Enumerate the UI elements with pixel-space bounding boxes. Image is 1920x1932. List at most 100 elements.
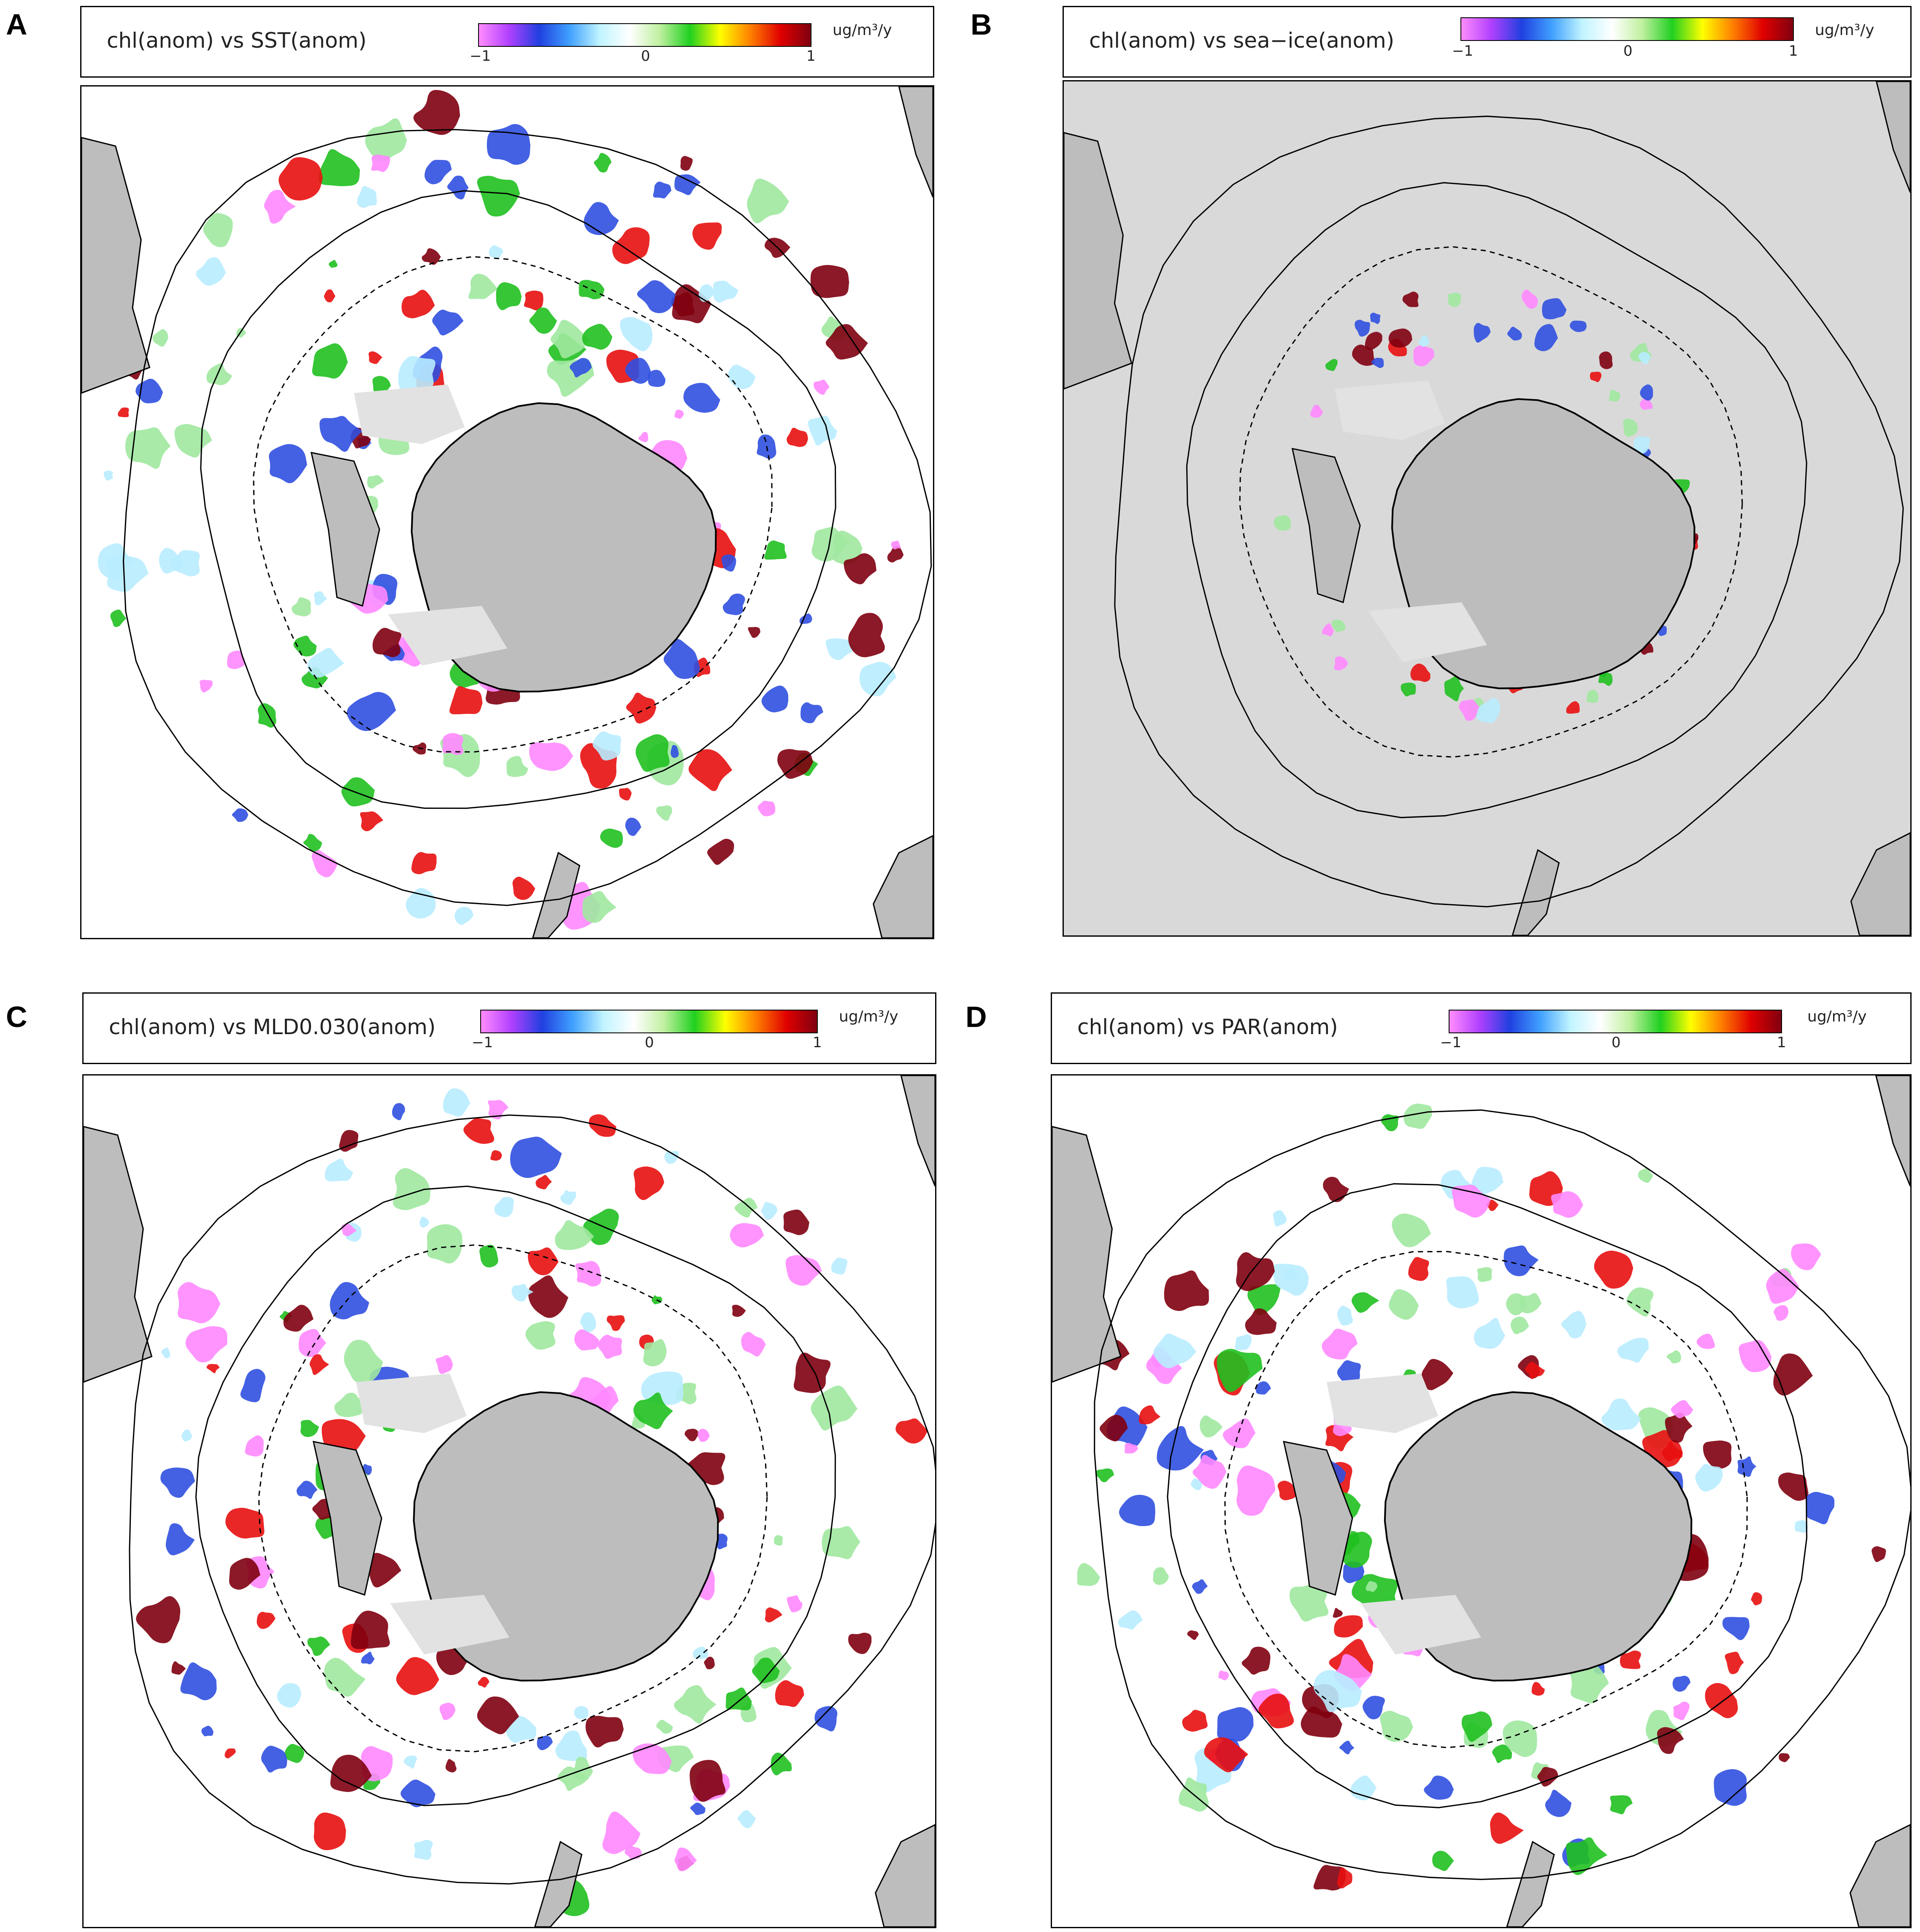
anomaly-patch bbox=[277, 1683, 302, 1708]
anomaly-patch bbox=[344, 1340, 383, 1384]
anomaly-patch bbox=[688, 749, 733, 791]
anomaly-patch bbox=[1100, 1415, 1128, 1442]
anomaly-patch bbox=[574, 1329, 600, 1351]
anomaly-patch bbox=[341, 1224, 357, 1236]
colorbar-units: ug/m³/y bbox=[833, 22, 892, 39]
anomaly-patch bbox=[314, 1812, 346, 1851]
anomaly-patch bbox=[1640, 384, 1653, 401]
anomaly-patch bbox=[264, 190, 296, 224]
colorbar bbox=[1460, 17, 1794, 41]
anomaly-patch bbox=[330, 1282, 370, 1320]
anomaly-patch bbox=[511, 1283, 534, 1302]
anomaly-patch bbox=[1561, 1311, 1587, 1339]
anomaly-patch bbox=[1545, 1789, 1572, 1817]
anomaly-patch bbox=[1444, 675, 1464, 702]
anomaly-patch bbox=[1633, 436, 1650, 454]
anomaly-patch bbox=[592, 731, 621, 761]
colorbar bbox=[480, 1010, 818, 1033]
weddell-ice-shelf bbox=[354, 384, 465, 444]
anomaly-patch bbox=[178, 1282, 221, 1324]
anomaly-patch bbox=[808, 416, 837, 446]
panel-letter: B bbox=[971, 8, 992, 41]
weddell-ice-shelf bbox=[1334, 380, 1445, 440]
anomaly-patch bbox=[411, 852, 437, 874]
ross-ice-shelf bbox=[390, 1594, 509, 1655]
anomaly-patch bbox=[757, 800, 776, 816]
anomaly-patch bbox=[494, 1197, 514, 1217]
anomaly-patch bbox=[793, 1352, 831, 1393]
anomaly-patch bbox=[738, 1810, 756, 1829]
anomaly-patch bbox=[859, 662, 897, 697]
anomaly-patch bbox=[1190, 1478, 1202, 1491]
anomaly-patch bbox=[1507, 327, 1522, 341]
anomaly-patch bbox=[1671, 1400, 1693, 1419]
anomaly-patch bbox=[725, 1687, 752, 1710]
anomaly-patch bbox=[1322, 623, 1334, 637]
australia-land bbox=[1850, 832, 1910, 935]
anomaly-patch bbox=[447, 176, 469, 200]
anomaly-patch bbox=[787, 427, 808, 447]
map bbox=[1063, 80, 1912, 937]
anomaly-patch bbox=[477, 1696, 519, 1735]
anomaly-patch bbox=[1666, 1350, 1682, 1364]
anomaly-patch bbox=[1164, 1270, 1209, 1311]
anomaly-patch bbox=[1477, 698, 1501, 723]
colorbar-tick-max: 1 bbox=[806, 48, 816, 65]
anomaly-patch bbox=[439, 1702, 456, 1720]
anomaly-patch bbox=[1333, 1608, 1343, 1618]
anomaly-patch bbox=[1370, 312, 1381, 324]
south-america-land bbox=[1052, 1126, 1122, 1383]
middle-front-line bbox=[200, 190, 836, 809]
anomaly-patch bbox=[512, 876, 535, 900]
anomaly-patch bbox=[334, 1392, 367, 1417]
anomaly-patch bbox=[1192, 1579, 1208, 1594]
anomaly-patch bbox=[1695, 1464, 1723, 1492]
anomaly-patch bbox=[261, 1746, 287, 1773]
anomaly-patch bbox=[1477, 1267, 1492, 1282]
colorbar-tick-mid: 0 bbox=[641, 48, 650, 65]
anomaly-patch bbox=[690, 1760, 726, 1802]
map-svg bbox=[81, 86, 933, 938]
anomaly-patch bbox=[1594, 1251, 1633, 1289]
anomaly-patch bbox=[1204, 1737, 1249, 1773]
anomaly-patch bbox=[1289, 1580, 1329, 1622]
anomaly-patch bbox=[506, 1716, 536, 1743]
anomaly-patch bbox=[680, 156, 693, 171]
anomaly-patch bbox=[557, 1766, 590, 1791]
south-america-land bbox=[1064, 132, 1133, 390]
anomaly-patch bbox=[844, 553, 877, 584]
anomaly-patch bbox=[1774, 1305, 1789, 1321]
anomaly-patch bbox=[1323, 1177, 1349, 1202]
anomaly-patch bbox=[1403, 1103, 1432, 1129]
anomaly-patch bbox=[638, 432, 649, 443]
anomaly-patch bbox=[506, 756, 529, 777]
anomaly-patch bbox=[1737, 1456, 1757, 1477]
map-svg bbox=[84, 1075, 935, 1927]
anomaly-patch bbox=[1492, 1744, 1512, 1763]
anomaly-patch bbox=[135, 378, 163, 403]
anomaly-patch bbox=[1511, 1316, 1529, 1335]
anomaly-patch bbox=[537, 1735, 553, 1751]
anomaly-patch bbox=[314, 591, 327, 605]
anomaly-patch bbox=[1871, 1546, 1886, 1562]
ocean-fronts bbox=[122, 129, 932, 906]
anomaly-patch bbox=[1795, 1520, 1808, 1533]
anomaly-patch bbox=[684, 1429, 700, 1441]
anomaly-patch bbox=[698, 284, 714, 302]
anomaly-patch bbox=[633, 1743, 672, 1774]
south-america-land bbox=[81, 137, 151, 394]
anomaly-patch bbox=[1665, 1412, 1693, 1443]
anomaly-patch bbox=[1245, 1308, 1277, 1335]
panel-header: chl(anom) vs MLD0.030(anom) −1 0 1 ug/m³… bbox=[82, 992, 936, 1064]
anomaly-patch bbox=[656, 1720, 673, 1734]
anomaly-patch bbox=[1452, 1184, 1491, 1218]
anomaly-patch bbox=[1570, 320, 1587, 332]
anomaly-patch bbox=[524, 290, 544, 311]
anomaly-patch bbox=[1504, 1245, 1539, 1276]
anomaly-patch bbox=[283, 1305, 314, 1332]
anomaly-patch bbox=[1739, 1340, 1772, 1373]
anomaly-patch bbox=[580, 1312, 596, 1334]
anomaly-patch bbox=[653, 181, 672, 199]
anomaly-patch bbox=[582, 891, 617, 923]
anomaly-patch bbox=[1325, 1425, 1354, 1451]
